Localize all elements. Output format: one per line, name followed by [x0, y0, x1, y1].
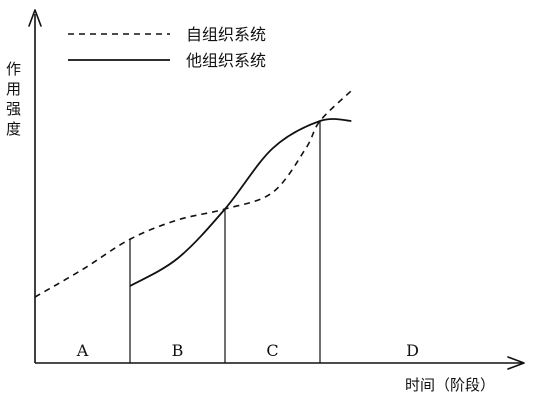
x-axis-arrow — [507, 356, 525, 370]
stage-label-D: D — [406, 341, 419, 360]
stage-label-B: B — [172, 341, 184, 360]
legend-label-1: 自组织系统 — [186, 25, 266, 44]
x-axis-label: 时间（阶段） — [405, 376, 495, 394]
stage-labels: A B C D — [76, 341, 419, 360]
stage-label-C: C — [266, 341, 278, 360]
stage-dividers — [129, 121, 321, 363]
legend-label-2: 他组织系统 — [186, 51, 266, 70]
stage-label-A: A — [76, 341, 89, 360]
y-axis-label: 作用强度 — [6, 60, 21, 138]
y-axis-arrow — [28, 9, 42, 27]
series-line-1 — [34, 90, 352, 298]
series-line-2 — [129, 118, 352, 287]
series-curves — [34, 90, 352, 298]
